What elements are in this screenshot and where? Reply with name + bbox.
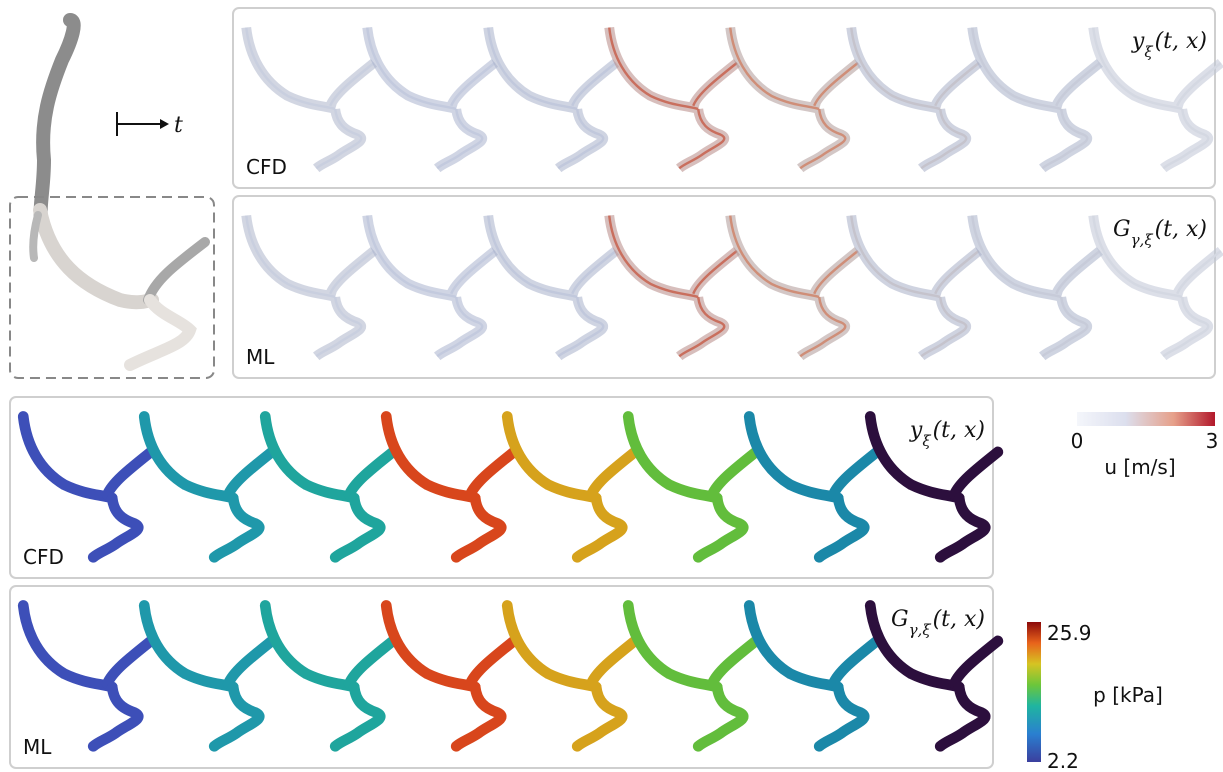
panel-label: ML bbox=[246, 345, 275, 369]
aorta-overview: t bbox=[10, 20, 214, 378]
formula-sub: γ,ξ bbox=[1131, 231, 1154, 249]
figure: t CFDyξ(t, x)MLGγ,ξ(t, x)CFDyξ(t, x)MLGγ… bbox=[0, 0, 1223, 772]
panel bbox=[233, 8, 1215, 188]
formula-args: (t, x) bbox=[933, 418, 985, 443]
velocity-colorbar bbox=[1077, 412, 1215, 426]
formula-args: (t, x) bbox=[1155, 29, 1207, 54]
pressure-colorbar-label: p [kPa] bbox=[1093, 683, 1163, 707]
panel bbox=[10, 586, 993, 768]
velocity-colorbar-label: u [m/s] bbox=[1104, 455, 1175, 479]
panel-label: CFD bbox=[23, 545, 64, 569]
panel-label: ML bbox=[23, 735, 52, 759]
pressure-colorbar-max: 25.9 bbox=[1047, 621, 1092, 645]
time-label: t bbox=[174, 113, 183, 138]
formula-base: y bbox=[909, 418, 923, 443]
panel bbox=[10, 397, 993, 578]
formula-base: G bbox=[891, 607, 909, 632]
formula-base: y bbox=[1131, 29, 1145, 54]
velocity-colorbar-max: 3 bbox=[1206, 429, 1219, 453]
pressure-colorbar bbox=[1027, 622, 1041, 762]
formula-args: (t, x) bbox=[933, 607, 985, 632]
formula-base: G bbox=[1113, 217, 1131, 242]
formula-sub: ξ bbox=[1144, 43, 1153, 61]
formula-args: (t, x) bbox=[1155, 217, 1207, 242]
panel-label: CFD bbox=[246, 155, 287, 179]
pressure-colorbar-min: 2.2 bbox=[1047, 749, 1079, 772]
panel bbox=[233, 196, 1215, 378]
velocity-colorbar-min: 0 bbox=[1071, 429, 1084, 453]
formula-sub: γ,ξ bbox=[909, 621, 932, 639]
formula-sub: ξ bbox=[922, 432, 931, 450]
